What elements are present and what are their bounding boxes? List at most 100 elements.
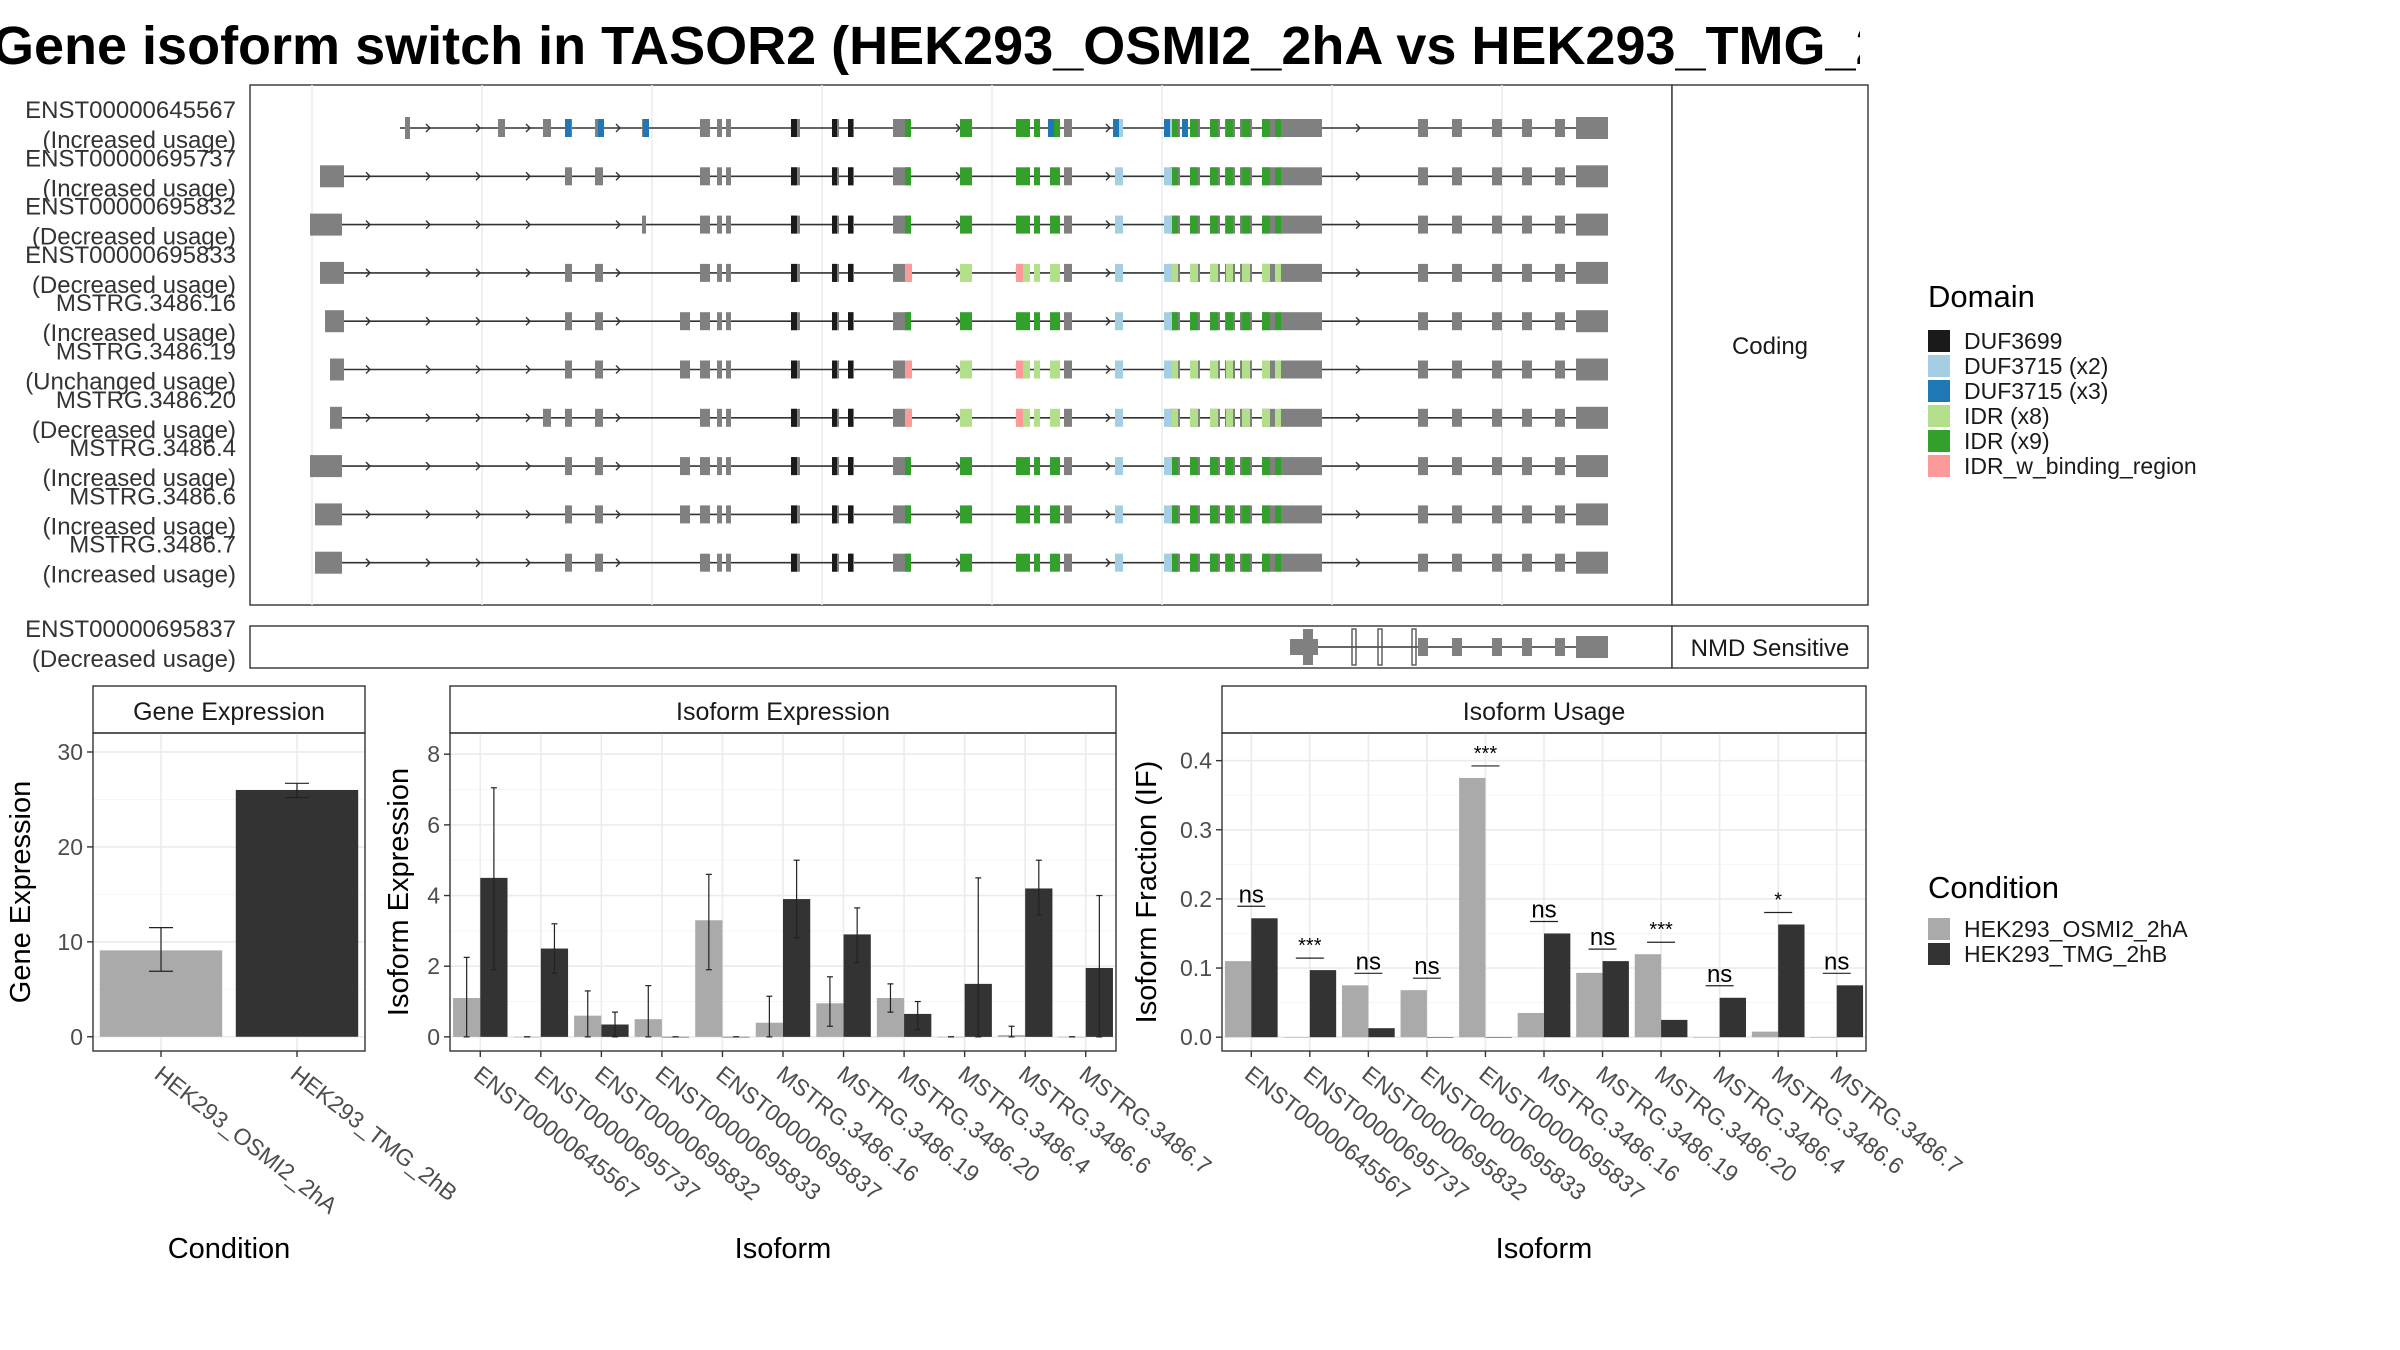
exon-box bbox=[1418, 457, 1428, 476]
exon-box bbox=[565, 457, 572, 476]
exon-box bbox=[1280, 553, 1322, 572]
domain-idr bbox=[1170, 408, 1178, 427]
domain-duf3715 bbox=[1164, 167, 1172, 186]
domain-duf3715-x3 bbox=[1048, 119, 1054, 137]
transcript-usage-label: (Increased usage) bbox=[43, 465, 236, 492]
domain-idr bbox=[1210, 167, 1218, 186]
exon-box bbox=[1555, 638, 1565, 656]
exon-box bbox=[1064, 505, 1072, 524]
exon-box bbox=[1522, 638, 1532, 656]
bar bbox=[1485, 1037, 1512, 1038]
domain-duf3715 bbox=[1164, 215, 1172, 234]
domain-idr bbox=[1016, 505, 1030, 524]
domain-idr bbox=[960, 457, 972, 476]
exon-box bbox=[1492, 312, 1502, 331]
direction-arrow bbox=[525, 365, 531, 374]
exon-box bbox=[1418, 215, 1428, 234]
domain-idr bbox=[905, 167, 911, 186]
exon-box bbox=[310, 213, 342, 236]
domain-idr bbox=[1275, 553, 1281, 572]
exon-box bbox=[1452, 553, 1462, 572]
exon-box bbox=[405, 117, 410, 139]
domain-idr bbox=[960, 360, 972, 379]
exon-box bbox=[700, 360, 710, 379]
exon-box bbox=[726, 119, 731, 137]
domain-idr bbox=[1226, 457, 1233, 476]
domain-idr bbox=[1170, 312, 1178, 331]
y-tick-label: 2 bbox=[427, 953, 440, 979]
exon-box bbox=[700, 312, 710, 331]
domain-idr bbox=[1170, 457, 1178, 476]
domain-duf3699 bbox=[848, 167, 853, 186]
direction-arrow bbox=[425, 316, 431, 326]
domain-duf3699 bbox=[791, 167, 797, 186]
significance-label: *** bbox=[1298, 935, 1322, 957]
y-tick-label: 30 bbox=[57, 739, 83, 765]
domain-duf3715 bbox=[1115, 408, 1123, 427]
exon-box bbox=[595, 360, 603, 379]
y-tick-label: 0 bbox=[427, 1024, 440, 1050]
transcript-id-label: ENST00000695833 bbox=[25, 242, 236, 269]
domain-duf3699 bbox=[848, 312, 853, 331]
direction-arrow bbox=[425, 365, 431, 374]
exon-box bbox=[565, 167, 572, 186]
domain-duf3699 bbox=[791, 263, 797, 282]
exon-box bbox=[1452, 119, 1462, 137]
domain-idr bbox=[1275, 457, 1281, 476]
domain-idr bbox=[1190, 263, 1198, 282]
exon-box bbox=[1064, 263, 1072, 282]
direction-arrow bbox=[1105, 220, 1111, 230]
bar bbox=[1576, 972, 1603, 1038]
direction-arrow bbox=[1105, 316, 1111, 326]
direction-arrow bbox=[1105, 171, 1111, 181]
domain-idr bbox=[1190, 553, 1198, 572]
domain-idr-binding bbox=[905, 408, 912, 427]
domain-idr bbox=[1262, 553, 1270, 572]
domain-idr bbox=[1210, 119, 1218, 137]
bar bbox=[1634, 954, 1662, 1038]
domain-idr bbox=[1050, 553, 1060, 572]
domain-idr bbox=[1034, 263, 1040, 282]
exon-box bbox=[1351, 628, 1357, 666]
direction-arrow bbox=[615, 268, 621, 278]
domain-duf3715 bbox=[1115, 505, 1123, 524]
direction-arrow bbox=[475, 316, 481, 326]
domain-idr bbox=[960, 119, 972, 137]
domain-duf3699 bbox=[791, 408, 797, 427]
domain-duf3715 bbox=[1164, 360, 1172, 379]
exon-box bbox=[1555, 263, 1565, 282]
y-axis-title: Gene Expression bbox=[5, 781, 37, 1003]
domain-idr bbox=[1226, 215, 1233, 234]
exon-box bbox=[717, 263, 722, 282]
bar bbox=[1251, 918, 1278, 1038]
domain-idr bbox=[1242, 553, 1250, 572]
direction-arrow bbox=[425, 461, 431, 471]
exon-box bbox=[1555, 553, 1565, 572]
domain-duf3715 bbox=[1164, 312, 1172, 331]
domain-idr bbox=[960, 215, 972, 234]
domain-idr bbox=[1242, 408, 1250, 427]
direction-arrow bbox=[1105, 365, 1111, 374]
exon-box bbox=[1492, 457, 1502, 476]
domain-idr bbox=[1190, 360, 1198, 379]
legend-title-domain: Domain bbox=[1928, 279, 2035, 314]
facet-strip bbox=[1221, 685, 1867, 734]
direction-arrow bbox=[365, 220, 371, 230]
exon-box bbox=[1576, 636, 1608, 658]
exon-box bbox=[1280, 119, 1322, 137]
exon-box bbox=[320, 261, 344, 284]
exon-box bbox=[1555, 457, 1565, 476]
direction-arrow bbox=[425, 171, 431, 181]
exon-box bbox=[1522, 553, 1532, 572]
direction-arrow bbox=[475, 220, 481, 230]
domain-idr bbox=[1034, 167, 1040, 186]
exon-box bbox=[1576, 551, 1608, 574]
domain-idr bbox=[1034, 553, 1040, 572]
exon-box bbox=[726, 553, 731, 572]
domain-idr bbox=[1210, 457, 1218, 476]
exon-box bbox=[1418, 408, 1428, 427]
domain-idr bbox=[905, 119, 911, 137]
bar bbox=[1309, 970, 1337, 1038]
exon-box bbox=[717, 215, 722, 234]
bar bbox=[235, 789, 359, 1037]
